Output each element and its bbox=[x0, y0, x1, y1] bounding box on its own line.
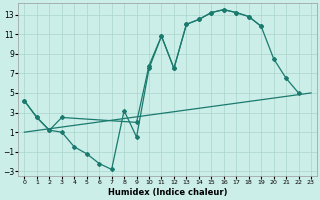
X-axis label: Humidex (Indice chaleur): Humidex (Indice chaleur) bbox=[108, 188, 228, 197]
